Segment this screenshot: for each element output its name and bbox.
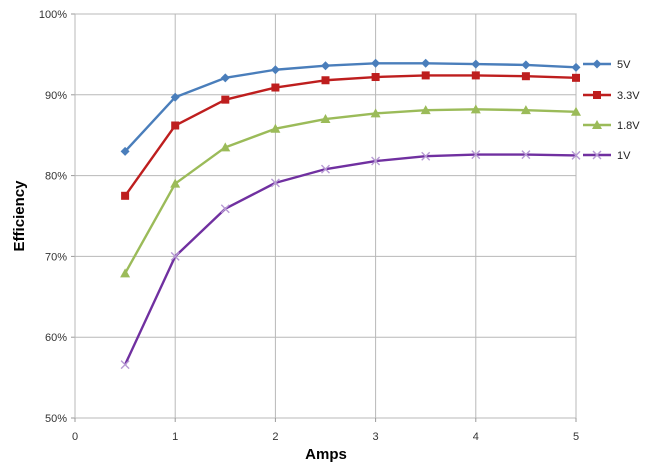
data-point-5v — [471, 59, 481, 69]
legend-label: 1V — [617, 150, 631, 162]
data-point-33v — [271, 83, 280, 92]
data-point-18v — [120, 268, 131, 278]
series-line-18v — [124, 108, 577, 274]
data-point-33v — [371, 73, 380, 82]
data-point-1v — [371, 156, 381, 166]
data-point-1v — [270, 178, 280, 188]
x-marker-stroke — [521, 150, 531, 160]
x-marker-stroke — [220, 204, 230, 214]
x-axis-title: Amps — [305, 446, 347, 463]
series-line-33v — [124, 74, 577, 197]
data-point-5v — [521, 60, 531, 70]
y-tick-label: 50% — [45, 413, 67, 425]
series-lines — [120, 58, 581, 370]
x-marker-stroke — [170, 251, 180, 261]
x-marker-stroke — [592, 150, 602, 160]
data-point-18v — [320, 114, 331, 124]
data-point-18v — [470, 104, 481, 114]
data-point-33v — [171, 121, 180, 130]
x-tick-label: 3 — [373, 431, 379, 443]
legend-label: 5V — [617, 59, 631, 71]
data-point-18v — [420, 105, 431, 115]
series-33v — [121, 71, 580, 200]
x-marker-stroke — [120, 360, 130, 370]
data-point-1v — [321, 164, 330, 174]
y-tick-label: 60% — [45, 332, 67, 344]
data-point-1v — [421, 151, 431, 161]
data-point-18v — [571, 106, 581, 116]
data-point-1v — [471, 150, 481, 160]
data-point-5v — [220, 73, 230, 83]
x-tick-label: 1 — [172, 431, 178, 443]
legend-item-33v: 3.3V — [583, 90, 640, 102]
x-marker-stroke — [571, 150, 581, 160]
legend-swatch-marker — [593, 91, 601, 99]
data-point-18v — [370, 108, 381, 118]
y-tick-label: 80% — [45, 171, 67, 183]
data-point-1v — [220, 204, 230, 214]
series-18v — [120, 104, 581, 278]
data-point-33v — [321, 76, 330, 85]
data-point-5v — [120, 146, 130, 156]
data-point-1v — [120, 360, 130, 370]
data-point-18v — [220, 142, 231, 152]
x-tick-label: 2 — [272, 431, 278, 443]
legend-label: 1.8V — [617, 120, 640, 132]
data-point-33v — [221, 95, 230, 104]
x-marker-stroke — [371, 156, 381, 166]
legend-label: 3.3V — [617, 90, 640, 102]
data-point-18v — [270, 123, 281, 133]
legend-item-1v: 1V — [583, 150, 631, 162]
legend-item-18v: 1.8V — [583, 120, 640, 132]
data-point-1v — [571, 150, 581, 160]
y-tick-labels: 50% 60% 70% 80% 90% 100% — [39, 9, 67, 425]
y-tick-label: 90% — [45, 90, 67, 102]
data-point-5v — [371, 58, 381, 68]
x-tick-labels: 0 1 2 3 4 5 — [72, 431, 579, 443]
series-1v — [120, 150, 581, 370]
data-point-18v — [170, 178, 181, 188]
data-point-1v — [170, 251, 180, 261]
legend-swatch-marker — [592, 120, 602, 129]
data-point-5v — [270, 65, 280, 75]
legend-swatch-marker — [592, 59, 602, 69]
y-axis-title: Efficiency — [11, 180, 28, 252]
series-5v — [120, 58, 581, 156]
data-point-18v — [520, 105, 531, 115]
legend-swatch-marker — [592, 150, 602, 160]
x-marker-stroke — [421, 151, 431, 161]
data-point-33v — [421, 71, 430, 80]
y-tick-label: 70% — [45, 251, 67, 263]
y-tick-label: 100% — [39, 9, 67, 21]
plot-area — [74, 13, 577, 419]
data-point-5v — [321, 61, 330, 71]
data-point-33v — [471, 71, 480, 80]
series-line-5v — [124, 62, 577, 153]
data-point-1v — [521, 150, 531, 160]
data-point-5v — [170, 92, 180, 102]
x-tick-label: 4 — [473, 431, 479, 443]
x-tick-label: 0 — [72, 431, 78, 443]
x-marker-stroke — [471, 150, 481, 160]
legend: 5V 3.3V 1.8V 1V — [583, 59, 640, 162]
data-point-33v — [121, 191, 130, 200]
x-marker-stroke — [270, 178, 280, 188]
data-point-33v — [521, 72, 530, 81]
legend-item-5v: 5V — [583, 59, 631, 71]
x-marker-stroke — [321, 164, 330, 174]
gridlines — [71, 13, 577, 422]
data-point-5v — [571, 62, 581, 72]
data-point-5v — [421, 58, 431, 68]
data-point-33v — [572, 73, 580, 82]
x-tick-label: 5 — [573, 431, 579, 443]
series-line-1v — [124, 153, 577, 366]
